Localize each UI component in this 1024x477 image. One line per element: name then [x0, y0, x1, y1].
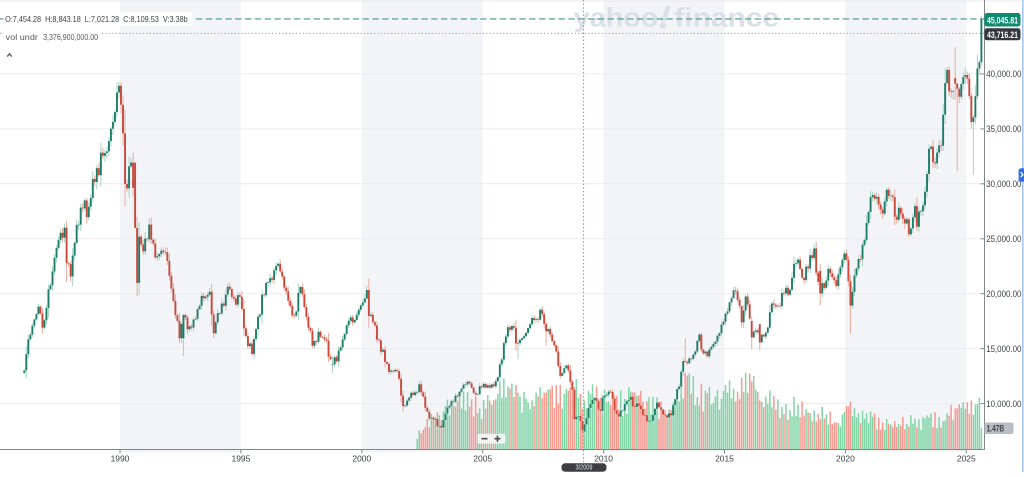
svg-text:15,000.00: 15,000.00	[986, 344, 1021, 354]
svg-text:2005: 2005	[473, 454, 492, 464]
svg-text:2025: 2025	[957, 454, 976, 464]
svg-text:2000: 2000	[352, 454, 371, 464]
svg-text:yahoo: yahoo	[574, 3, 659, 33]
svg-text:40,000.00: 40,000.00	[986, 69, 1021, 79]
svg-text:10,000.00: 10,000.00	[986, 399, 1021, 409]
svg-text:1.47B: 1.47B	[987, 423, 1005, 433]
svg-text:1990: 1990	[111, 454, 130, 464]
svg-text:3,376,900,000.00: 3,376,900,000.00	[43, 33, 98, 42]
svg-text:2015: 2015	[715, 454, 734, 464]
svg-text:35,000.00: 35,000.00	[986, 124, 1021, 134]
svg-text:45,045.81: 45,045.81	[987, 15, 1019, 26]
svg-text:30,000.00: 30,000.00	[986, 179, 1021, 189]
svg-text:finance: finance	[674, 3, 779, 33]
svg-text:43,716.21: 43,716.21	[987, 30, 1019, 41]
svg-text:vol undr: vol undr	[6, 33, 39, 42]
svg-text:20,000.00: 20,000.00	[986, 289, 1021, 299]
svg-text:2010: 2010	[594, 454, 613, 464]
svg-text:O:7,454.28 H:8,843.18 L:7,02: O:7,454.28 H:8,843.18 L:7,021.28 C:8,109…	[5, 15, 188, 24]
svg-text:25,000.00: 25,000.00	[986, 234, 1021, 244]
svg-text:1995: 1995	[232, 454, 251, 464]
svg-text:3/2009: 3/2009	[576, 465, 593, 472]
svg-text:2020: 2020	[836, 454, 855, 464]
